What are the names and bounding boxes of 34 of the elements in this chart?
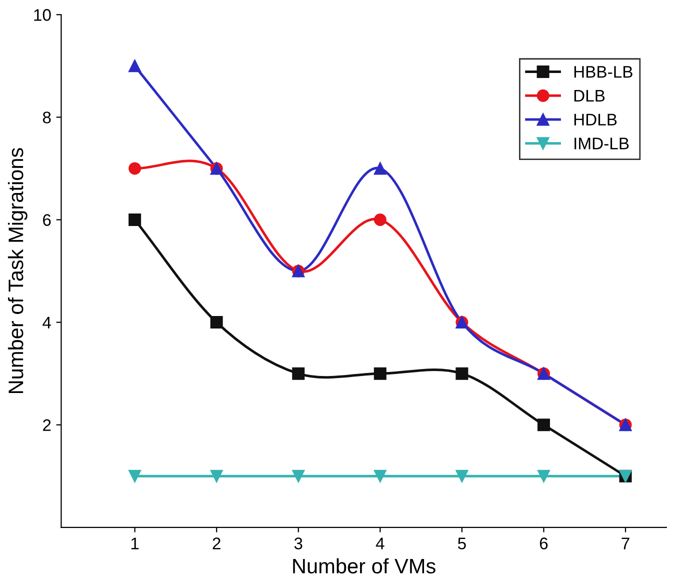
y-tick-label: 10 xyxy=(34,9,51,21)
legend-label: DLB xyxy=(574,90,605,102)
y-tick-label: 4 xyxy=(42,316,51,328)
point xyxy=(374,162,386,175)
x-tick-label: 1 xyxy=(131,538,139,550)
x-tick-label: 3 xyxy=(294,538,302,550)
legend-label: HBB-LB xyxy=(574,66,632,78)
y-tick-label: 6 xyxy=(43,214,51,226)
x-tick-label: 2 xyxy=(212,538,220,550)
x-tick-label: 6 xyxy=(540,538,548,550)
point xyxy=(292,367,305,380)
point xyxy=(292,470,305,482)
point xyxy=(210,470,223,482)
x-tick-label: 7 xyxy=(622,538,630,550)
point xyxy=(374,470,386,482)
point xyxy=(128,470,142,482)
y-tick-label: 2 xyxy=(43,419,51,431)
legend-label: HDLB xyxy=(574,114,617,126)
point xyxy=(128,162,142,175)
y-axis-title: Number of Task Migrations xyxy=(8,148,28,394)
point xyxy=(374,367,386,380)
point xyxy=(537,470,550,482)
point xyxy=(128,60,142,72)
x-tick-label: 5 xyxy=(458,538,466,550)
legend-label: IMD-LB xyxy=(574,138,629,150)
point xyxy=(537,418,550,432)
point xyxy=(128,214,142,226)
point xyxy=(456,367,468,380)
y-tick-label: 8 xyxy=(42,112,51,124)
point xyxy=(374,214,386,226)
point xyxy=(456,470,468,482)
x-axis-title: Number of VMs xyxy=(293,558,436,574)
x-tick-label: 4 xyxy=(376,538,384,550)
point xyxy=(210,316,223,329)
